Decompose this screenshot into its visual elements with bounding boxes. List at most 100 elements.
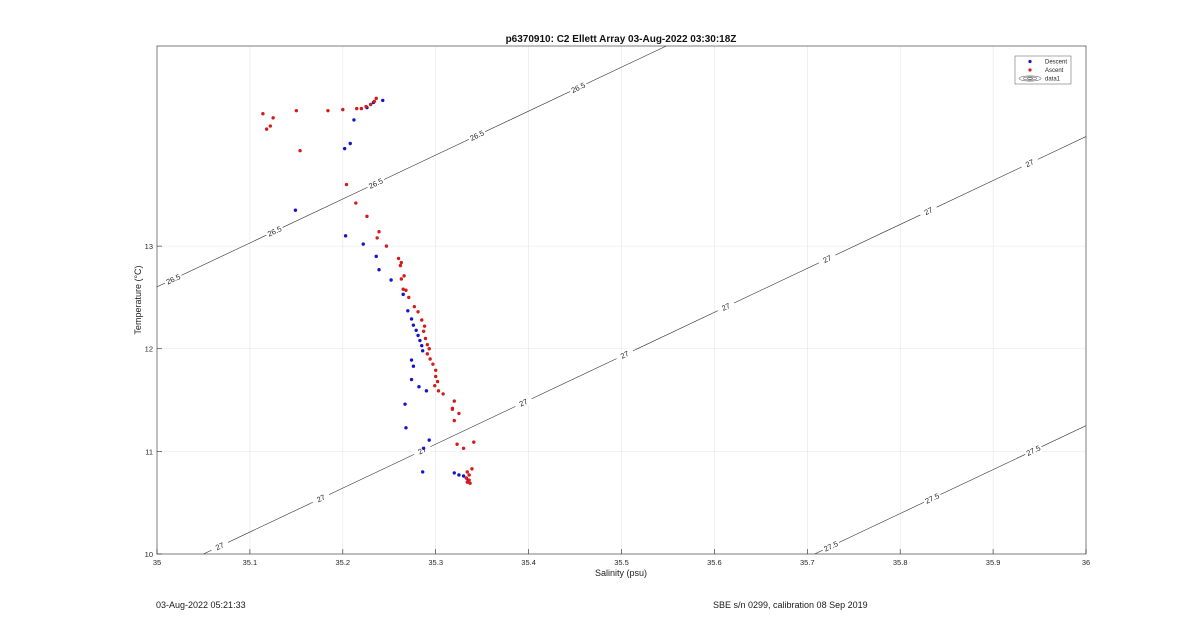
descent-point — [361, 242, 365, 246]
ascent-point — [428, 357, 432, 361]
descent-point — [457, 473, 461, 477]
series-ascent — [261, 96, 476, 485]
ascent-point — [455, 442, 459, 446]
descent-point — [420, 470, 425, 474]
contour-label-bg — [163, 271, 184, 288]
ascent-point — [450, 407, 455, 411]
contour-label-bg — [264, 223, 285, 240]
contour-labels: 26.526.526.526.526.527272727272727272727… — [163, 79, 1044, 555]
legend: Descent Ascent data1 — [1014, 55, 1072, 85]
contour-label-bg — [922, 490, 943, 507]
x-tick-label: 35.5 — [614, 558, 629, 567]
ascent-point — [467, 473, 471, 477]
contour-label-27: 27 — [1024, 157, 1035, 169]
y-axis: 10 11 12 13 — [145, 242, 162, 559]
descent-point — [343, 234, 348, 238]
contour-label-27: 27 — [315, 493, 326, 505]
x-tick-label: 35 — [153, 558, 161, 567]
descent-point — [409, 317, 414, 321]
x-tick-label: 35.3 — [428, 558, 443, 567]
x-axis: 35 35.1 35.2 35.3 35.4 35.5 35.6 35.7 35.8 35.9 36 — [153, 549, 1090, 567]
ascent-point — [404, 288, 408, 292]
ascent-point — [452, 418, 456, 423]
ascent-point — [326, 108, 330, 113]
x-tick-label: 36 — [1082, 558, 1090, 567]
ascent-point — [399, 260, 404, 265]
ascent-point — [465, 470, 469, 474]
ascent-point — [421, 329, 426, 334]
x-tick-label: 35.8 — [893, 558, 908, 567]
y-tick-label: 11 — [145, 447, 153, 456]
descent-point — [404, 426, 408, 430]
descent-point — [417, 385, 421, 389]
ascent-point — [355, 106, 359, 111]
legend-ascent-marker — [1028, 68, 1032, 72]
contour-label-bg — [820, 538, 841, 555]
footer-sensor-info: SBE s/n 0299, calibration 08 Sep 2019 — [713, 600, 868, 610]
ascent-point — [374, 96, 378, 101]
contour-label-27: 27 — [417, 445, 428, 457]
descent-point — [374, 254, 378, 259]
legend-box — [1014, 55, 1072, 85]
ascent-point — [416, 310, 420, 314]
ascent-point — [365, 214, 369, 219]
ascent-point — [294, 108, 299, 113]
descent-point — [421, 446, 426, 450]
descent-point — [389, 278, 393, 282]
descent-point — [403, 402, 407, 406]
ascent-point — [425, 352, 430, 356]
contour-label-27: 27 — [822, 253, 833, 265]
isopycnal-line-27.5 — [814, 425, 1086, 554]
descent-point — [377, 268, 381, 272]
ascent-point — [401, 287, 405, 291]
x-tick-label: 35.9 — [986, 558, 1001, 567]
ascent-point — [464, 476, 469, 480]
ascent-point — [470, 467, 474, 471]
descent-point — [452, 471, 456, 475]
x-tick-label: 35.2 — [335, 558, 350, 567]
contour-label-bg — [466, 127, 488, 144]
ascent-point — [359, 106, 364, 111]
y-axis-label: Temperature (°C) — [133, 265, 143, 334]
contour-label-bg — [614, 346, 635, 363]
ascent-point — [420, 318, 424, 322]
ascent-point — [298, 148, 302, 153]
descent-point — [293, 208, 298, 212]
y-tick-label: 13 — [145, 242, 153, 251]
legend-descent-marker — [1028, 59, 1032, 64]
ascent-point — [396, 256, 401, 261]
legend-contour-icon — [1018, 75, 1042, 82]
ascent-point — [354, 201, 358, 205]
descent-point — [416, 333, 420, 338]
descent-point — [411, 323, 416, 327]
series-descent — [293, 98, 470, 482]
ascent-point — [398, 263, 403, 268]
descent-point — [401, 292, 405, 297]
ascent-point — [377, 230, 381, 234]
contour-label-27: 27 — [214, 541, 225, 553]
contour-label-27: 27 — [518, 397, 529, 409]
ascent-point — [364, 104, 368, 109]
grid-lines — [157, 46, 1086, 554]
contour-label-bg — [918, 203, 939, 219]
y-tick-label: 10 — [145, 550, 153, 559]
ascent-point — [407, 295, 411, 300]
ascent-point — [431, 362, 435, 366]
ascent-point — [271, 116, 275, 120]
descent-point — [409, 358, 414, 362]
contour-label-27: 27 — [923, 205, 934, 217]
legend-descent-label: Descent — [1045, 60, 1067, 66]
contour-label-27: 27 — [720, 301, 731, 313]
isopycnal-line-26.5 — [157, 46, 667, 288]
descent-point — [414, 328, 418, 332]
ascent-point — [441, 392, 445, 396]
contour-label-bg — [1019, 155, 1040, 172]
ascent-point — [423, 336, 428, 341]
isopycnal-line-27 — [203, 136, 1086, 554]
ascent-point — [372, 99, 377, 104]
ascent-point — [422, 324, 427, 328]
contour-label-27: 27 — [619, 349, 630, 361]
ascent-point — [434, 374, 438, 379]
descent-point — [411, 364, 416, 368]
descent-point — [406, 309, 410, 313]
